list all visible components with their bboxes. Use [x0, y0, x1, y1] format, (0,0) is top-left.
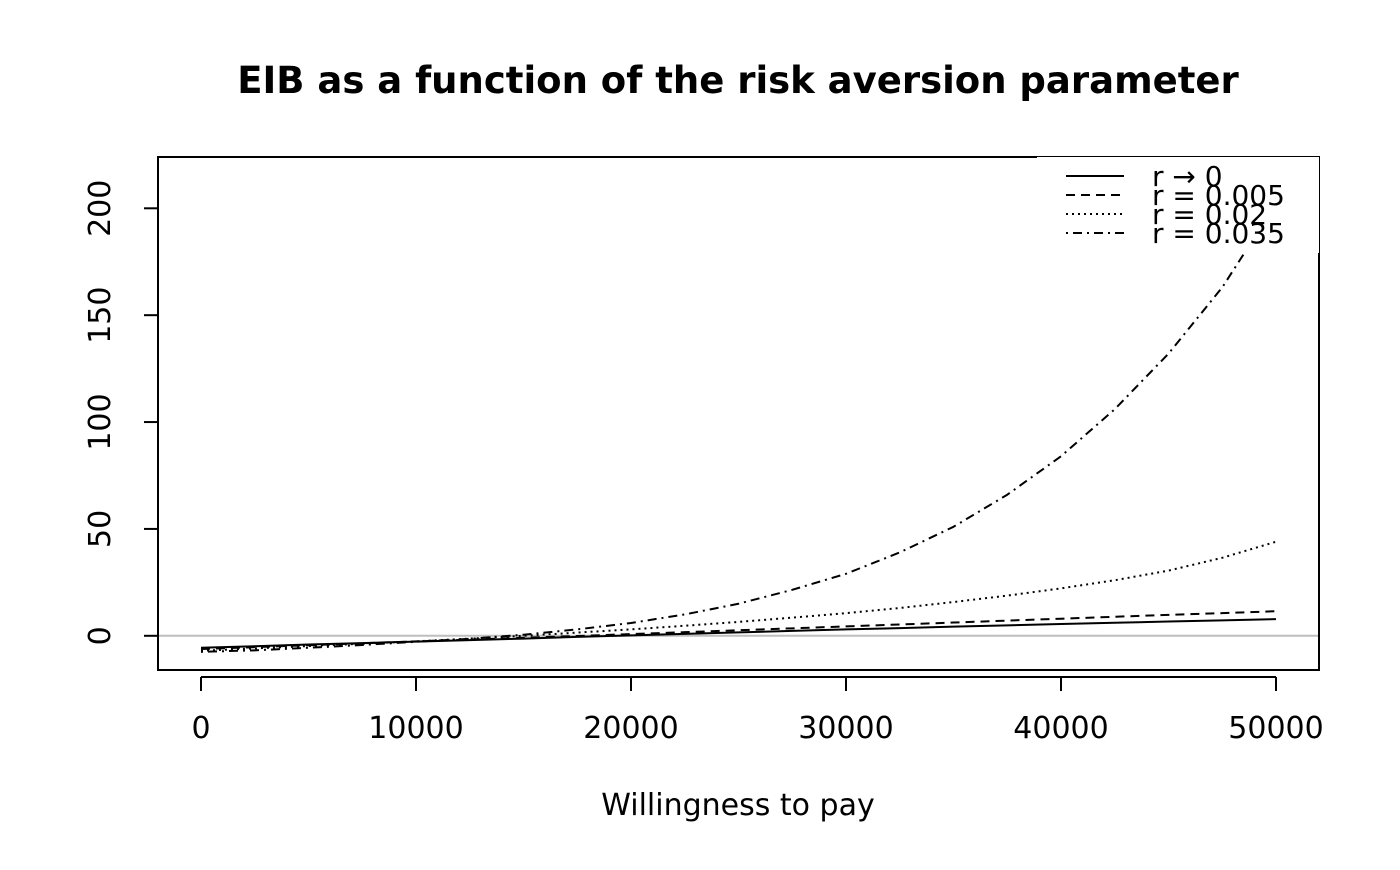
x-axis-title: Willingness to pay: [601, 788, 875, 823]
legend-label-3: r = 0.02: [1152, 198, 1267, 231]
x-tick-label: 0: [191, 711, 210, 746]
series-line-4: [200, 203, 1277, 653]
chart-title: EIB as a function of the risk aversion p…: [237, 59, 1239, 102]
y-axis: 0 50 100 150 200: [83, 180, 159, 645]
series-line-1: [200, 618, 1277, 649]
x-tick-label: 30000: [798, 711, 893, 746]
series-line-3: [200, 540, 1277, 652]
legend-label-2: r = 0.005: [1152, 179, 1285, 212]
legend-label-1: r → 0: [1152, 160, 1223, 193]
x-axis: 0 10000 20000 30000 40000 50000: [191, 676, 1324, 746]
legend-label-4: r = 0.035: [1152, 217, 1285, 250]
x-tick-label: 20000: [583, 711, 678, 746]
y-tick-label: 50: [83, 510, 118, 548]
y-tick-label: 200: [83, 180, 118, 237]
x-tick-label: 40000: [1013, 711, 1108, 746]
y-tick-label: 0: [83, 626, 118, 645]
y-tick-label: 150: [83, 287, 118, 344]
legend-background: [1037, 157, 1319, 253]
x-tick-label: 50000: [1228, 711, 1323, 746]
y-tick-label: 100: [83, 393, 118, 450]
x-tick-label: 10000: [368, 711, 463, 746]
